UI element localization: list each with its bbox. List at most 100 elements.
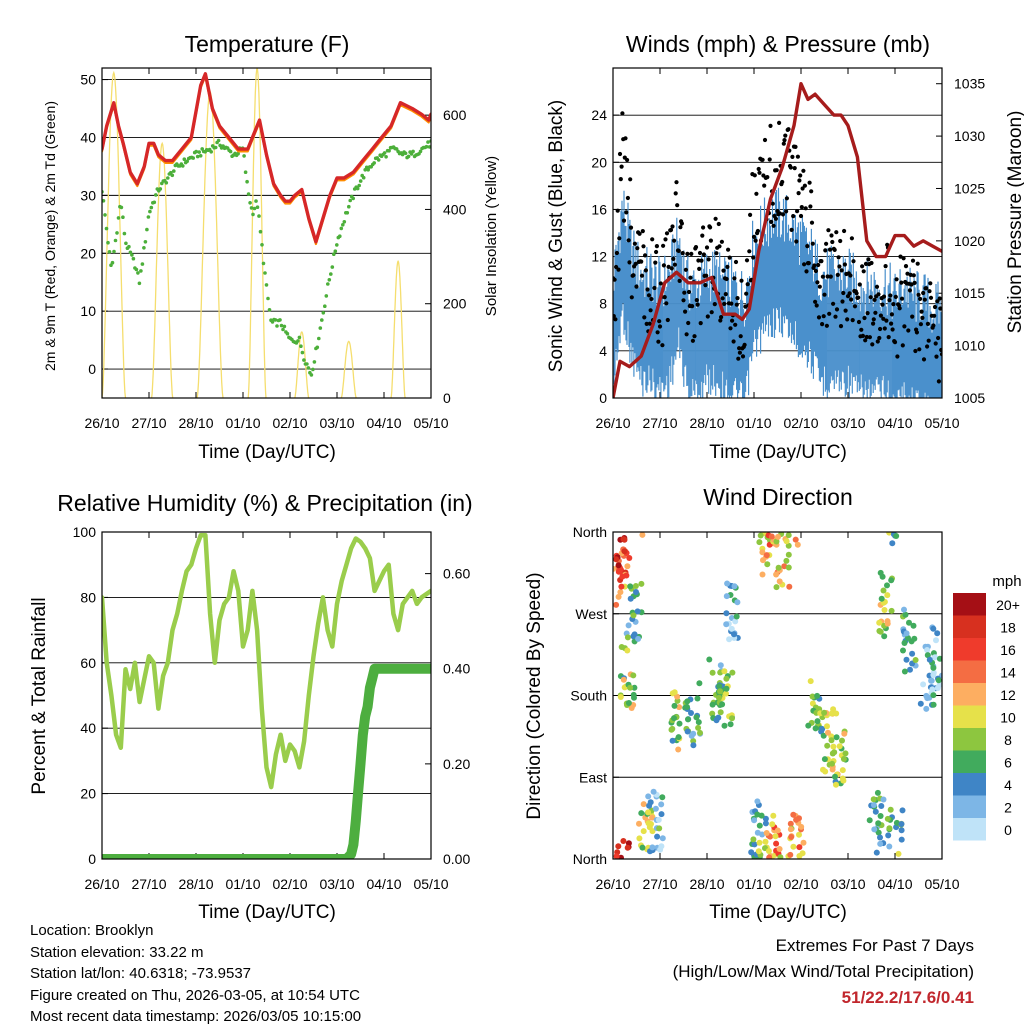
dewpoint-point xyxy=(194,149,198,154)
gust-point xyxy=(860,333,866,338)
wind-direction-point xyxy=(690,742,697,749)
gust-point xyxy=(898,254,903,259)
gust-point xyxy=(903,264,909,269)
humidity-y-tick-label: 40 xyxy=(80,720,96,736)
wind-direction-point xyxy=(765,848,772,854)
wind-direction-point xyxy=(909,650,916,657)
wind-direction-point xyxy=(788,834,795,840)
dewpoint-point xyxy=(107,250,112,254)
wind-direction-point xyxy=(828,737,835,744)
wind-direction-point xyxy=(649,828,656,835)
wind-direction-point xyxy=(635,635,642,642)
gust-point xyxy=(728,326,733,331)
gust-point xyxy=(820,274,826,279)
wind-direction-point xyxy=(762,815,769,822)
temperature-y-tick-label: 20 xyxy=(80,245,96,261)
wind-direction-point xyxy=(750,836,757,843)
gust-point xyxy=(876,292,881,297)
wind-direction-point xyxy=(620,838,627,844)
wind-direction-point xyxy=(785,532,792,539)
gust-point xyxy=(673,191,678,196)
wind-direction-point xyxy=(841,730,848,737)
winds-x-tick-label: 26/10 xyxy=(595,415,630,431)
winds-x-tick-label: 01/10 xyxy=(736,415,771,431)
wind-direction-point xyxy=(632,583,639,589)
wind-direction-point xyxy=(636,820,642,827)
dewpoint-point xyxy=(143,240,148,244)
gust-point xyxy=(624,210,629,215)
dewpoint-point xyxy=(330,265,335,269)
gust-point xyxy=(745,282,750,287)
wind-direction-point xyxy=(671,715,677,722)
humidity-x-tick-label: 02/10 xyxy=(272,876,307,892)
gust-point xyxy=(878,326,883,332)
wind-direction-point xyxy=(617,589,624,596)
gust-point xyxy=(723,292,728,297)
wind-direction-point xyxy=(879,573,886,580)
speed-color-legend: mph 20+ 18 16 14 12 10 8 6 4 2 0 xyxy=(953,573,1022,841)
gust-point xyxy=(916,292,921,297)
gust-point xyxy=(653,260,658,265)
gust-point xyxy=(682,290,687,295)
direction-x-tick-label: 02/10 xyxy=(783,876,818,892)
dewpoint-point xyxy=(172,169,176,173)
wind-direction-point xyxy=(613,853,620,859)
dewpoint-point xyxy=(152,200,157,205)
wind-direction-point xyxy=(723,675,730,682)
gust-point xyxy=(642,315,647,320)
wind-direction-point xyxy=(824,742,831,749)
dewpoint-point xyxy=(426,140,430,144)
gust-point xyxy=(623,136,628,141)
gust-point xyxy=(889,312,895,317)
wind-direction-point xyxy=(732,618,739,625)
gust-point xyxy=(838,238,843,244)
gust-point xyxy=(679,221,685,226)
gust-point xyxy=(786,127,791,132)
dewpoint-point xyxy=(246,192,251,196)
wind-direction-point xyxy=(839,775,846,782)
gust-point xyxy=(732,276,737,281)
dewpoint-point xyxy=(164,181,169,185)
wind-direction-point xyxy=(620,676,627,683)
direction-x-tick-label: 03/10 xyxy=(830,876,865,892)
wind-direction-point xyxy=(777,854,784,859)
dewpoint-point xyxy=(104,226,109,231)
wind-direction-point xyxy=(728,625,735,632)
legend-swatch xyxy=(953,795,986,818)
winds-y-right-tick-label: 1035 xyxy=(954,76,985,92)
gust-point xyxy=(867,335,873,340)
gust-point xyxy=(735,296,740,301)
humidity-x-label: Time (Day/UTC) xyxy=(198,902,336,923)
gust-point xyxy=(669,266,674,271)
dewpoint-point xyxy=(424,144,429,149)
gust-point xyxy=(931,323,936,328)
gust-point xyxy=(639,259,644,264)
gust-point xyxy=(730,318,735,323)
dewpoint-point xyxy=(195,154,200,159)
gust-point xyxy=(868,295,873,300)
wind-direction-point xyxy=(877,840,884,847)
gust-point xyxy=(644,321,649,326)
gust-point xyxy=(784,196,790,201)
gust-point xyxy=(877,335,882,341)
gust-point xyxy=(634,284,639,289)
gust-point xyxy=(770,201,775,206)
temperature-y-tick-label: 30 xyxy=(80,187,96,203)
humidity-x-tick-label: 26/10 xyxy=(84,876,119,892)
gust-point xyxy=(628,177,633,182)
wind-direction-point xyxy=(885,832,892,839)
wind-direction-point xyxy=(783,557,790,564)
gust-point xyxy=(712,302,717,307)
dewpoint-point xyxy=(191,156,195,160)
wind-direction-point xyxy=(884,815,891,822)
gust-point xyxy=(726,247,731,252)
gust-point xyxy=(618,177,623,182)
dewpoint-point xyxy=(103,213,107,217)
dewpoint-point xyxy=(341,223,345,227)
gust-point xyxy=(663,237,668,242)
gust-point xyxy=(661,243,666,248)
wind-direction-point xyxy=(775,564,782,571)
wind-direction-point xyxy=(776,578,783,585)
wind-direction-point xyxy=(669,737,676,744)
gust-point xyxy=(756,166,761,172)
